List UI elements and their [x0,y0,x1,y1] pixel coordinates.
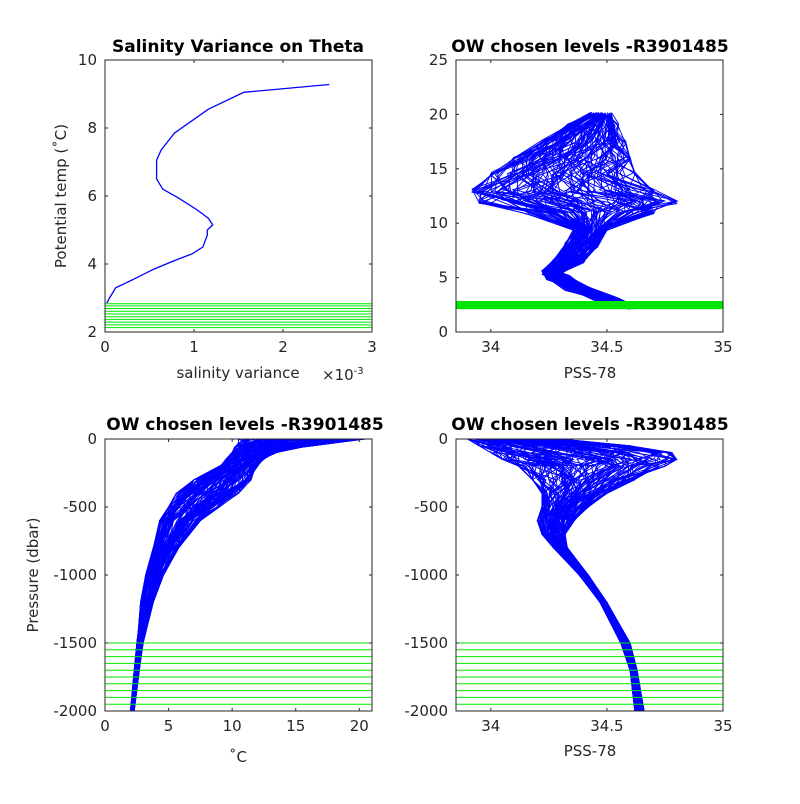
panel-title: OW chosen levels -R3901485 [451,37,728,57]
y-ticks: -2000 -1500 -1000 -500 0 [53,430,372,720]
y-tick-label: 0 [438,323,448,341]
x-tick-label: 0 [100,717,110,735]
pressure-profile [475,439,637,711]
axes-box [104,59,373,333]
ts-profile [516,116,631,310]
panel-title: OW chosen levels -R3901485 [106,415,383,435]
x-tick-label: 35 [713,338,732,356]
pressure-salinity-panel: OW chosen levels -R3901485 34 34.5 35 -200… [404,415,732,760]
pressure-profile [494,439,640,711]
y-tick-label: 4 [87,255,97,273]
y-ticks: 0 5 10 15 20 25 [429,51,723,341]
ts-profile [552,113,630,306]
panel-title: OW chosen levels -R3901485 [451,415,728,435]
ts-profile [481,112,626,307]
chosen-levels [105,642,372,705]
x-tick-label: 5 [164,717,174,735]
ts-profile [559,113,659,306]
x-axis-label: PSS-78 [564,364,617,382]
y-tick-label: 0 [438,430,448,448]
ts-profile [554,114,666,307]
y-tick-label: 6 [87,187,97,205]
x-tick-label: 34.5 [590,717,623,735]
x-tick-label: 34 [481,717,500,735]
chosen-levels [105,303,372,329]
x-tick-label: 0 [100,338,110,356]
chosen-levels-band [456,300,723,310]
plot-series [470,111,679,310]
x-tick-label: 34.5 [590,338,623,356]
x-exponent-label: ×10-3 [322,366,364,384]
chosen-levels [456,300,723,310]
pressure-profile [130,439,256,711]
y-axis-label: Potential temp (˚C) [52,124,70,268]
pressure-profile [131,439,289,711]
pressure-profile [482,439,638,711]
plot-series [106,83,330,304]
y-tick-label: 15 [429,160,448,178]
y-tick-label: -2000 [404,702,448,720]
y-tick-label: -2000 [53,702,97,720]
x-tick-label: 2 [278,338,288,356]
x-tick-label: 1 [189,338,199,356]
chosen-levels [456,642,723,705]
pressure-temperature-panel: OW chosen levels -R3901485 0 5 10 15 20 -200… [24,415,384,766]
y-tick-label: -1000 [404,566,448,584]
x-tick-label: 20 [350,717,369,735]
y-tick-label: 5 [438,269,448,287]
pressure-profile [560,439,661,711]
x-axis-label: ˚C [229,748,247,766]
y-axis-label: Pressure (dbar) [24,518,42,633]
pressure-profile [133,439,356,711]
pressure-profile [528,439,642,711]
plot-series [129,439,366,711]
x-tick-label: 10 [223,717,242,735]
y-tick-label: 25 [429,51,448,69]
y-tick-label: -1000 [53,566,97,584]
pressure-profile [525,439,641,711]
x-tick-label: 3 [367,338,377,356]
x-tick-label: 34 [481,338,500,356]
ts-profile [556,116,637,308]
ts-profile [554,113,631,306]
ts-profile [511,114,628,306]
y-tick-label: -500 [63,498,97,516]
salinity-variance-panel: Salinity Variance on Theta 0 1 2 3 2 4 6 8 10 s… [52,37,377,384]
y-tick-label: 10 [78,51,97,69]
x-tick-label: 15 [286,717,305,735]
y-tick-label: 8 [87,119,97,137]
x-tick-label: 35 [713,717,732,735]
axes-box [455,59,724,333]
pressure-profile [130,439,260,711]
y-tick-label: -500 [414,498,448,516]
ts-profile [556,115,655,306]
y-tick-label: 2 [87,323,97,341]
plot-series [467,439,678,711]
y-tick-label: 10 [429,214,448,232]
x-axis-label: salinity variance [176,364,299,382]
x-ticks: 34 34.5 35 [481,439,733,735]
y-ticks: 2 4 6 8 10 [78,51,372,341]
pressure-profile [130,439,268,711]
x-ticks: 34 34.5 35 [481,60,733,356]
pressure-profile [533,439,643,711]
y-tick-label: 0 [87,430,97,448]
pressure-profile [132,439,303,711]
y-tick-label: -1500 [404,634,448,652]
theta-salinity-panel: OW chosen levels -R3901485 34 34.5 35 0 5 10… [429,37,733,382]
x-axis-label: PSS-78 [564,742,617,760]
variance-line [106,83,330,304]
y-tick-label: 20 [429,105,448,123]
y-ticks: -2000 -1500 -1000 -500 0 [404,430,723,720]
ts-profile [500,114,630,310]
ts-profile [471,112,627,307]
y-tick-label: -1500 [53,634,97,652]
ts-profile [476,114,627,306]
x-ticks: 0 5 10 15 20 [100,439,369,735]
panel-title: Salinity Variance on Theta [112,37,364,57]
